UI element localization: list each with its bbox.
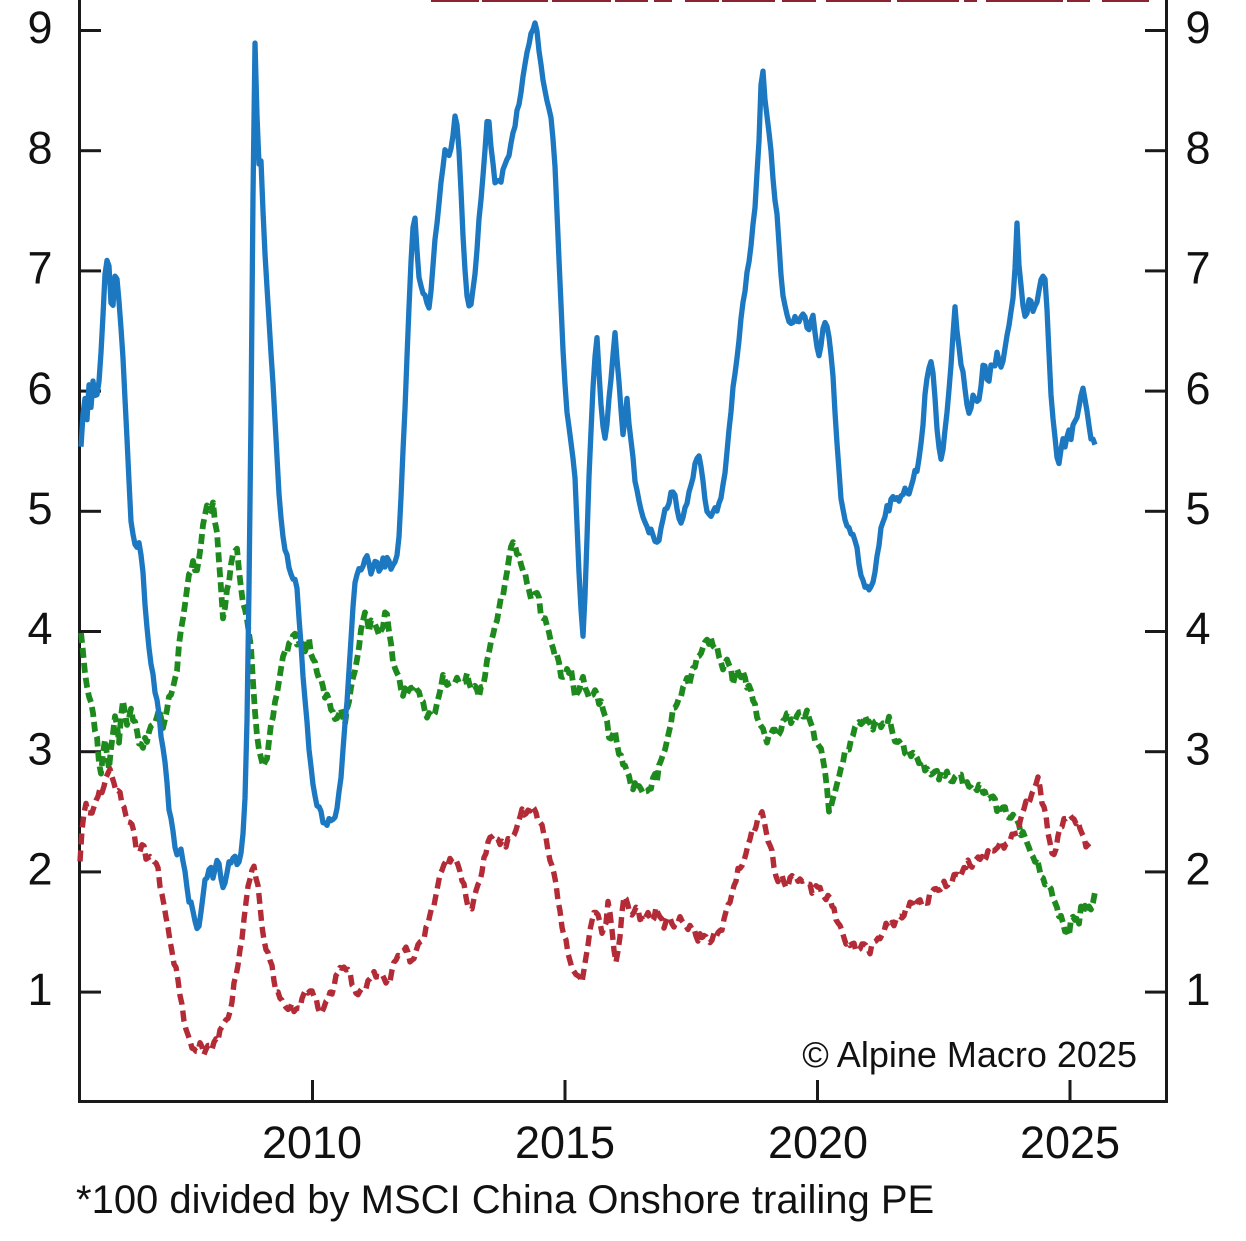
svg-text:2: 2	[27, 844, 52, 895]
svg-text:8: 8	[1185, 122, 1210, 173]
svg-text:3: 3	[1185, 723, 1210, 774]
svg-text:*100 divided by MSCI China Ons: *100 divided by MSCI China Onshore trail…	[76, 1178, 934, 1222]
svg-text:5: 5	[27, 483, 52, 534]
svg-text:6: 6	[1185, 363, 1210, 414]
svg-text:© Alpine Macro 2025: © Alpine Macro 2025	[802, 1034, 1137, 1075]
svg-text:2010: 2010	[262, 1117, 362, 1168]
svg-text:2015: 2015	[515, 1117, 615, 1168]
svg-text:3: 3	[27, 723, 52, 774]
svg-text:4: 4	[1185, 603, 1210, 654]
svg-text:2: 2	[1185, 844, 1210, 895]
svg-text:7: 7	[27, 243, 52, 294]
svg-text:1: 1	[1185, 964, 1210, 1015]
svg-text:2025: 2025	[1020, 1117, 1120, 1168]
svg-text:9: 9	[1185, 2, 1210, 53]
svg-text:6: 6	[27, 363, 52, 414]
svg-text:8: 8	[27, 122, 52, 173]
svg-text:4: 4	[27, 603, 52, 654]
svg-text:7: 7	[1185, 243, 1210, 294]
svg-text:5: 5	[1185, 483, 1210, 534]
svg-text:9: 9	[27, 2, 52, 53]
svg-text:1: 1	[27, 964, 52, 1015]
svg-text:2020: 2020	[768, 1117, 868, 1168]
